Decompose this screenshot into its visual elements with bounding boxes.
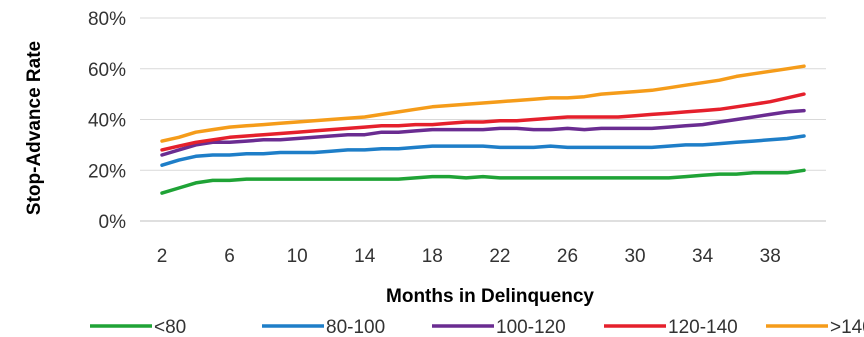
x-tick-label: 18 [422, 246, 443, 267]
x-tick-label: 2 [157, 246, 168, 267]
legend-label: >140 [830, 317, 864, 337]
x-tick-label: 22 [489, 246, 510, 267]
y-axis-title: Stop-Advance Rate [24, 41, 45, 215]
legend-label: <80 [154, 317, 186, 337]
series-lines [160, 64, 806, 195]
x-tick-label: 10 [287, 246, 308, 267]
x-tick-label: 34 [692, 246, 714, 267]
legend: <80 80-100 100-120 120-140 >140 [90, 317, 864, 337]
legend-label: 120-140 [668, 317, 738, 337]
x-tick-label: 30 [624, 246, 645, 267]
x-axis-ticks: 2 6 10 14 18 22 26 30 34 38 [157, 246, 781, 267]
x-tick-label: 26 [557, 246, 578, 267]
y-tick-label: 0% [99, 212, 127, 233]
series-line [160, 92, 806, 152]
series-line [160, 134, 806, 167]
legend-label: 80-100 [326, 317, 385, 337]
legend-label: 100-120 [496, 317, 566, 337]
x-axis-title: Months in Delinquency [386, 286, 594, 307]
series-line [160, 168, 806, 195]
y-axis-ticks: 0% 20% 40% 60% 80% [88, 9, 126, 233]
y-tick-label: 60% [88, 60, 126, 81]
series-line [160, 108, 806, 157]
y-tick-label: 80% [88, 9, 126, 30]
x-tick-label: 6 [224, 246, 235, 267]
y-tick-label: 40% [88, 111, 126, 132]
gridlines [140, 17, 826, 222]
x-tick-label: 38 [760, 246, 781, 267]
series-line [160, 64, 806, 143]
y-tick-label: 20% [88, 161, 126, 182]
x-tick-label: 14 [354, 246, 376, 267]
